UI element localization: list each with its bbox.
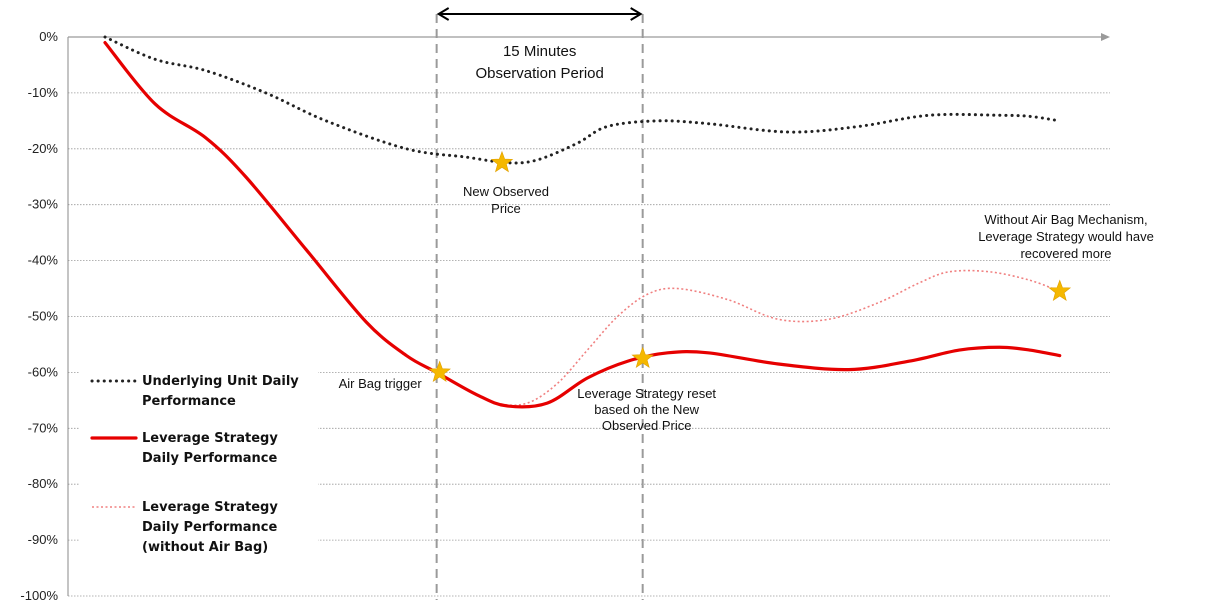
- star-marker: [631, 346, 654, 369]
- legend: Underlying Unit Daily Performance Leverage…: [80, 366, 318, 562]
- without-air-bag-label: Leverage Strategy would have: [978, 229, 1154, 244]
- y-tick-label: -10%: [28, 85, 59, 100]
- observation-arrow-right-head: [630, 7, 643, 21]
- star-marker: [490, 150, 514, 173]
- y-tick-label: -90%: [28, 532, 59, 547]
- marker-layer: [428, 150, 1072, 382]
- observation-arrow-left-head: [436, 7, 450, 21]
- legend-label: Daily Performance: [142, 520, 278, 535]
- legend-label: Leverage Strategy: [142, 500, 278, 515]
- reset-label: Leverage Strategy reset: [577, 386, 716, 401]
- axis-layer: 0% -10% -20% -30% -40% -50% -60% -70% -80% -90% -1…: [20, 29, 1110, 603]
- legend-label: Daily Performance: [142, 451, 278, 466]
- observation-period-label: 15 Minutes: [503, 43, 576, 60]
- legend-label: Underlying Unit Daily: [142, 374, 299, 389]
- observation-vertical-lines: [435, 14, 644, 600]
- star-marker: [428, 360, 451, 382]
- y-tick-label: -40%: [28, 253, 59, 268]
- new-observed-price-label: Price: [491, 201, 521, 216]
- series-line-0: [103, 35, 1062, 165]
- observation-period-arrow: 15 Minutes Observation Period: [436, 7, 643, 82]
- legend-label: Leverage Strategy: [142, 431, 278, 446]
- reset-label: Observed Price: [602, 418, 692, 433]
- without-air-bag-label: recovered more: [1020, 246, 1111, 261]
- air-bag-trigger-label: Air Bag trigger: [339, 376, 423, 391]
- grid-layer: [68, 92, 1110, 597]
- y-tick-label: -50%: [28, 309, 59, 324]
- observation-period-label: Observation Period: [475, 65, 603, 82]
- y-tick-label: -70%: [28, 420, 59, 435]
- y-tick-label: -60%: [28, 364, 59, 379]
- y-tick-label: 0%: [39, 29, 58, 44]
- star-marker: [1048, 279, 1072, 301]
- legend-label: Performance: [142, 394, 236, 409]
- series-line-2: [436, 269, 1061, 407]
- x-axis-arrowhead: [1101, 33, 1110, 41]
- y-tick-label: -100%: [20, 588, 58, 603]
- legend-label: (without Air Bag): [142, 540, 268, 555]
- annotation-layer: Air Bag trigger New Observed Price Leverage…: [339, 184, 1154, 433]
- y-tick-label: -80%: [28, 476, 59, 491]
- y-tick-label: -30%: [28, 197, 59, 212]
- legend-background: [80, 366, 318, 562]
- reset-label: based on the New: [594, 402, 699, 417]
- new-observed-price-label: New Observed: [463, 184, 549, 199]
- y-tick-label: -20%: [28, 141, 59, 156]
- without-air-bag-label: Without Air Bag Mechanism,: [984, 212, 1147, 227]
- series-line-1: [103, 40, 1062, 409]
- series-layer: [103, 35, 1062, 409]
